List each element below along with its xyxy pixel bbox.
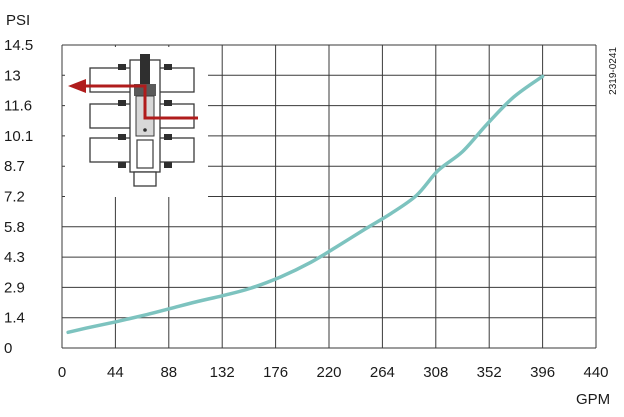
- x-tick-label: 88: [160, 364, 177, 381]
- y-tick-label: 5.8: [4, 219, 25, 236]
- y-tick-label: 7.2: [4, 189, 25, 206]
- x-tick-label: 352: [477, 364, 502, 381]
- y-tick-label: 2.9: [4, 279, 25, 296]
- x-tick-label: 44: [107, 364, 124, 381]
- x-tick-label: 264: [370, 364, 395, 381]
- x-tick-label: 176: [263, 364, 288, 381]
- x-tick-label: 220: [316, 364, 341, 381]
- figure-code: 2319-0241: [608, 47, 619, 95]
- y-tick-label: 10.1: [4, 128, 33, 145]
- x-tick-label: 308: [423, 364, 448, 381]
- y-tick-label: 1.4: [4, 310, 25, 327]
- x-tick-label: 396: [530, 364, 555, 381]
- y-tick-label: 11.6: [4, 98, 32, 115]
- x-axis-label: GPM: [576, 391, 610, 408]
- y-axis-label: PSI: [6, 12, 30, 29]
- valve-cross-section-icon: [65, 47, 208, 197]
- x-tick-label: 132: [210, 364, 235, 381]
- series-line-0: [66, 74, 545, 335]
- y-tick-label: 14.5: [4, 37, 33, 54]
- series-layer: [66, 74, 545, 335]
- x-tick-label: 440: [583, 364, 608, 381]
- y-tick-label: 8.7: [4, 158, 25, 175]
- x-tick-labels: 0 44 88 132 176 220 264 308 352 396 440: [58, 364, 609, 381]
- y-tick-label: 0: [4, 340, 12, 357]
- x-tick-label: 0: [58, 364, 66, 381]
- y-tick-label: 13: [4, 67, 21, 84]
- y-tick-label: 4.3: [4, 249, 25, 266]
- y-tick-labels: 0 1.4 2.9 4.3 5.8 7.2 8.7 10.1 11.6 13 14.5: [4, 37, 33, 357]
